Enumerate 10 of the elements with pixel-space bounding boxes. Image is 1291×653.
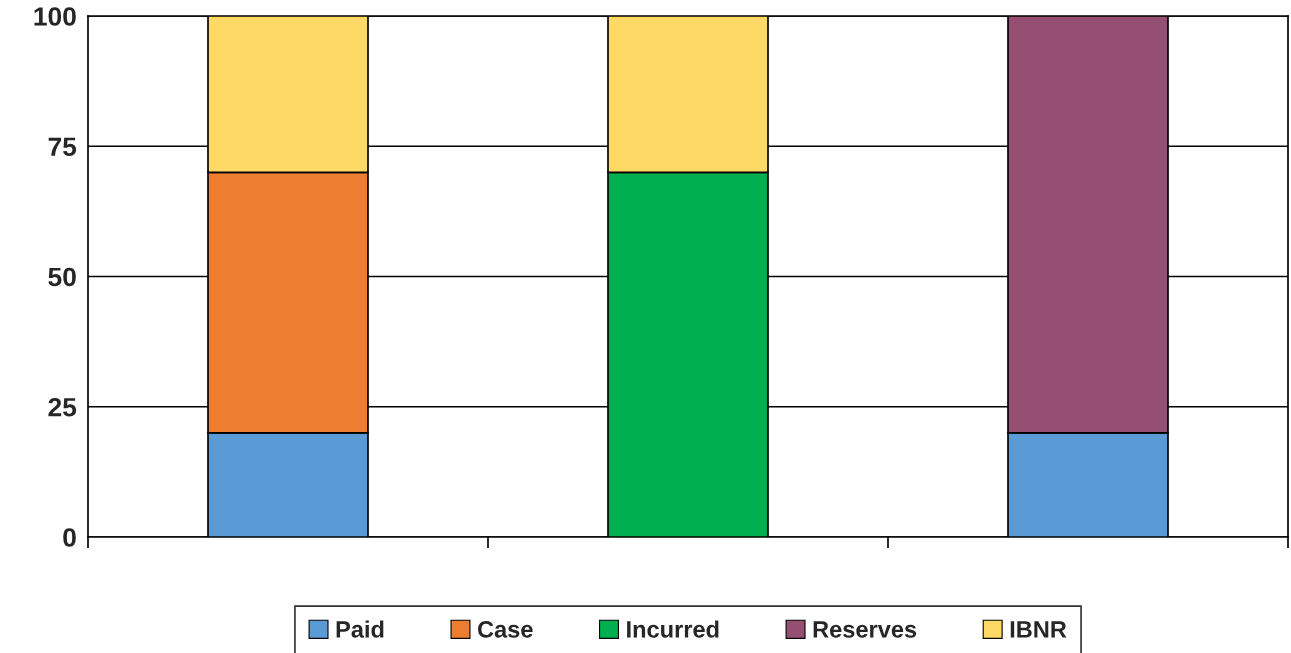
legend-label: Case (477, 621, 533, 638)
legend-label: Incurred (627, 620, 719, 638)
legend-label: IBNR (1010, 621, 1067, 638)
y-tick-label: 0 (63, 528, 76, 547)
legend-label: Paid (336, 620, 384, 638)
y-tick-label: 75 (48, 137, 77, 157)
y-tick-label: 100 (34, 7, 76, 26)
y-tick-label: 25 (48, 397, 77, 417)
legend-label: Reserves (813, 621, 917, 638)
y-tick-label: 50 (48, 267, 76, 287)
